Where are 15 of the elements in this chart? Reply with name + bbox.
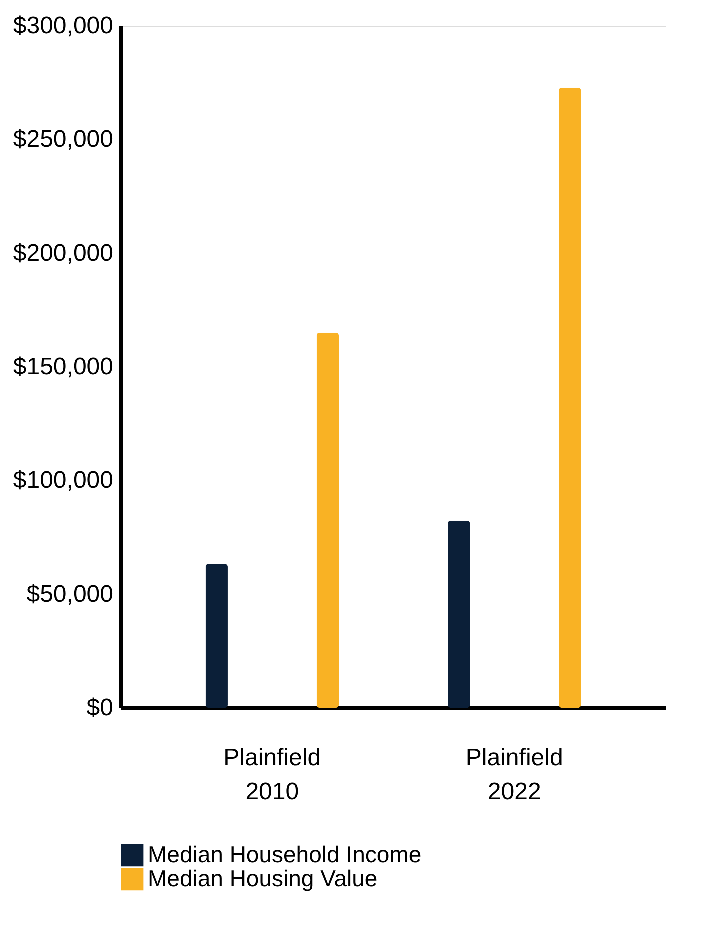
y-tick-label: $200,000: [13, 240, 114, 267]
legend-label: Median Household Income: [148, 842, 422, 868]
bar: [206, 564, 228, 708]
x-tick-label: Plainfield 2022: [466, 744, 564, 806]
legend-label: Median Housing Value: [148, 866, 378, 892]
x-tick-label: Plainfield 2010: [224, 744, 322, 806]
bar: [316, 332, 339, 708]
y-tick-label: $150,000: [13, 354, 114, 380]
y-tick-label: $0: [86, 694, 114, 722]
y-tick-label: $300,000: [13, 12, 114, 40]
bar: [448, 520, 470, 708]
y-tick-label: $50,000: [26, 580, 114, 608]
y-tick-label: $250,000: [13, 126, 114, 154]
bar: [559, 88, 582, 708]
y-tick-label: $100,000: [13, 467, 114, 494]
